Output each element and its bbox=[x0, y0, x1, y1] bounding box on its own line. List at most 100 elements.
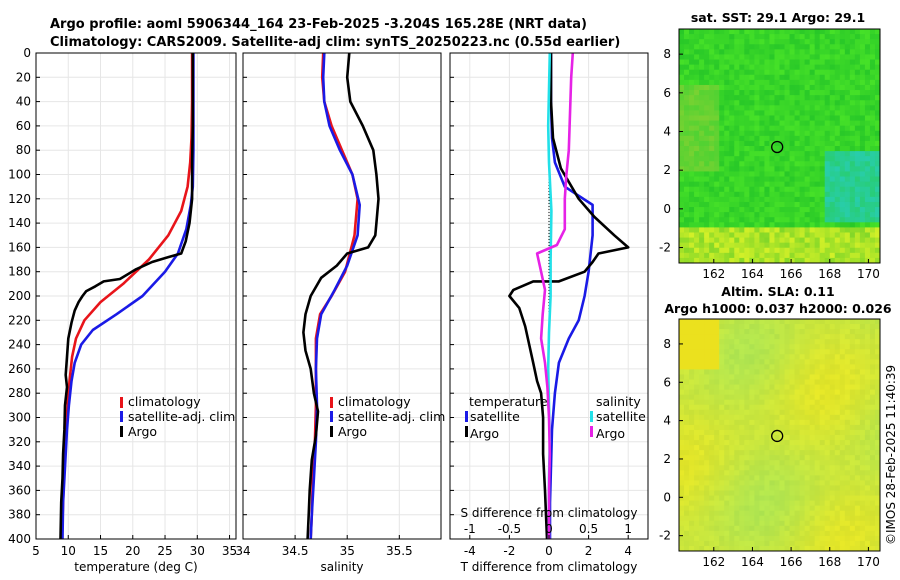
heatmap-cell bbox=[769, 324, 775, 330]
heatmap-cell bbox=[759, 455, 765, 461]
heatmap-cell bbox=[734, 429, 740, 436]
heatmap-cell bbox=[714, 334, 720, 340]
heatmap-cell bbox=[699, 191, 705, 198]
heatmap-cell bbox=[684, 151, 690, 157]
heatmap-cell bbox=[859, 232, 866, 239]
heatmap-cell bbox=[774, 374, 781, 381]
heatmap-cell bbox=[724, 319, 730, 325]
heatmap-cell bbox=[774, 319, 781, 325]
heatmap-cell bbox=[844, 90, 851, 96]
heatmap-cell bbox=[804, 384, 811, 391]
heatmap-cell bbox=[694, 135, 700, 142]
heatmap-cell bbox=[784, 460, 791, 466]
heatmap-cell bbox=[704, 505, 710, 512]
heatmap-cell bbox=[864, 105, 871, 111]
heatmap-cell bbox=[804, 191, 811, 198]
heatmap-cell bbox=[689, 500, 695, 507]
heatmap-cell bbox=[734, 409, 740, 416]
heatmap-cell bbox=[699, 44, 705, 50]
heatmap-cell bbox=[839, 69, 846, 76]
heatmap-cell bbox=[794, 404, 801, 411]
heatmap-cell bbox=[749, 212, 755, 218]
heatmap-cell bbox=[839, 196, 846, 203]
heatmap-cell bbox=[844, 374, 851, 381]
heatmap-cell bbox=[804, 440, 811, 446]
heatmap-cell bbox=[809, 130, 816, 137]
heatmap-cell bbox=[764, 44, 770, 50]
heatmap-cell bbox=[774, 242, 781, 249]
heatmap-cell bbox=[719, 156, 725, 162]
heatmap-cell bbox=[854, 495, 861, 502]
heatmap-cell bbox=[844, 440, 851, 446]
heatmap-cell bbox=[719, 186, 725, 193]
heatmap-cell bbox=[804, 424, 811, 431]
heatmap-cell bbox=[709, 54, 715, 61]
heatmap-cell bbox=[769, 110, 775, 116]
heatmap-cell bbox=[834, 100, 841, 106]
heatmap-cell bbox=[714, 151, 720, 157]
heatmap-cell bbox=[764, 339, 770, 345]
heatmap-cell bbox=[749, 54, 755, 61]
heatmap-cell bbox=[759, 252, 765, 259]
heatmap-cell bbox=[749, 500, 755, 507]
heatmap-cell bbox=[854, 232, 861, 239]
heatmap-cell bbox=[744, 545, 750, 552]
heatmap-cell bbox=[854, 515, 861, 522]
heatmap-cell bbox=[774, 369, 781, 375]
heatmap-cell bbox=[824, 237, 831, 244]
heatmap-cell bbox=[779, 374, 786, 381]
heatmap-cell bbox=[759, 201, 765, 208]
heatmap-cell bbox=[864, 364, 871, 370]
heatmap-cell bbox=[759, 59, 765, 66]
heatmap-cell bbox=[819, 156, 826, 162]
heatmap-cell bbox=[779, 232, 786, 239]
heatmap-cell bbox=[864, 95, 871, 101]
heatmap-cell bbox=[834, 485, 841, 491]
heatmap-cell bbox=[859, 374, 866, 381]
heatmap-cell bbox=[714, 34, 720, 40]
y-tick-label: 380 bbox=[8, 508, 31, 522]
heatmap-cell bbox=[724, 90, 730, 96]
heatmap-cell bbox=[784, 34, 791, 40]
heatmap-cell bbox=[724, 525, 730, 532]
heatmap-cell bbox=[819, 374, 826, 381]
heatmap-cell bbox=[819, 450, 826, 456]
heatmap-cell bbox=[789, 455, 796, 461]
heatmap-cell bbox=[869, 440, 876, 446]
heatmap-cell bbox=[814, 384, 821, 391]
heatmap-cell bbox=[864, 110, 871, 116]
heatmap-cell bbox=[684, 319, 690, 325]
heatmap-cell bbox=[854, 120, 861, 127]
heatmap-cell bbox=[714, 181, 720, 188]
heatmap-cell bbox=[734, 389, 740, 396]
heatmap-cell bbox=[704, 440, 710, 446]
heatmap-cell bbox=[734, 319, 740, 325]
heatmap-cell bbox=[724, 535, 730, 542]
heatmap-cell bbox=[709, 394, 715, 401]
heatmap-cell bbox=[874, 217, 881, 223]
heatmap-cell bbox=[704, 110, 710, 116]
heatmap-cell bbox=[809, 475, 816, 481]
heatmap-cell bbox=[699, 369, 705, 375]
heatmap-cell bbox=[874, 69, 881, 76]
y-tick-label: 260 bbox=[8, 362, 31, 376]
heatmap-cell bbox=[874, 540, 881, 547]
heatmap-cell bbox=[854, 354, 861, 360]
heatmap-cell bbox=[724, 237, 730, 244]
heatmap-cell bbox=[839, 419, 846, 426]
heatmap-cell bbox=[729, 222, 735, 228]
heatmap-cell bbox=[829, 389, 836, 396]
heatmap-cell bbox=[724, 196, 730, 203]
heatmap-cell bbox=[849, 460, 856, 466]
heatmap-cell bbox=[759, 44, 765, 50]
heatmap-cell bbox=[734, 404, 740, 411]
heatmap-cell bbox=[859, 404, 866, 411]
heatmap-cell bbox=[809, 64, 816, 71]
heatmap-cell bbox=[829, 480, 836, 486]
heatmap-cell bbox=[804, 232, 811, 239]
heatmap-cell bbox=[769, 39, 775, 45]
heatmap-cell bbox=[804, 379, 811, 386]
heatmap-cell bbox=[769, 29, 775, 35]
heatmap-cell bbox=[864, 74, 871, 81]
heatmap-cell bbox=[764, 156, 770, 162]
